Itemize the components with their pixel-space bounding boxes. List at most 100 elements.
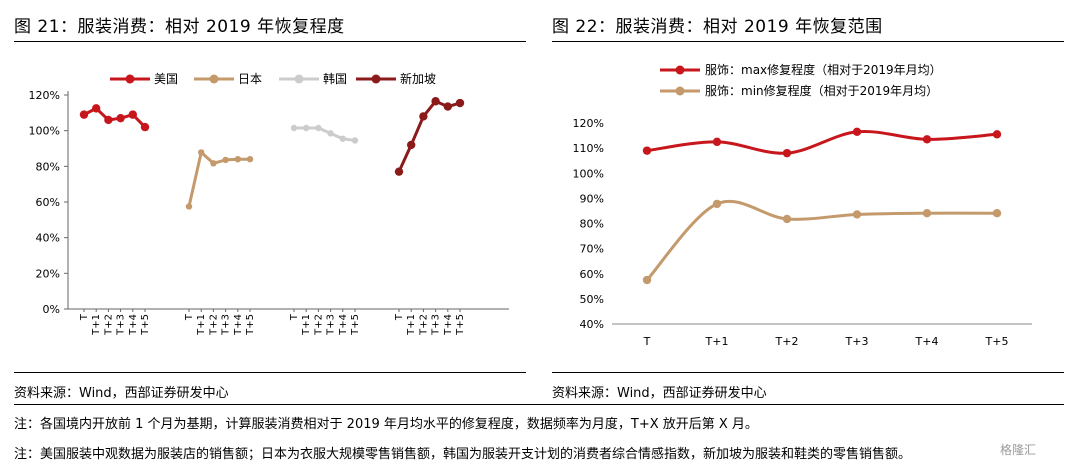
x-tick-label: T (643, 335, 651, 348)
x-tick-label: T+4 (915, 335, 939, 348)
y-tick-label: 40% (580, 318, 604, 331)
left-chart: 0%20%40%60%80%100%120%T T+1 T+2 T+3 T+4 T+5 T T… (29, 71, 509, 336)
x-tick-label: T+5 (985, 335, 1009, 348)
x-tick-label: T+1 (196, 314, 207, 336)
data-point (642, 146, 652, 155)
y-tick-label: 80% (580, 218, 604, 231)
data-point (315, 124, 322, 132)
y-tick-label: 80% (36, 160, 60, 173)
data-point (246, 156, 254, 163)
legend-marker (675, 86, 685, 96)
notes-rule (14, 404, 1064, 405)
legend-marker (675, 65, 685, 75)
legend-marker (294, 74, 304, 84)
data-point (455, 98, 465, 108)
legend-label: 新加坡 (400, 71, 436, 86)
right-figure-title: 图 22：服装消费：相对 2019 年恢复范围 (552, 17, 883, 37)
data-point (92, 104, 101, 113)
x-tick-label: T+1 (301, 314, 312, 336)
x-tick-label: T+4 (233, 314, 244, 336)
data-point (712, 137, 722, 147)
x-tick-label: T+2 (418, 314, 429, 336)
data-point (431, 97, 440, 106)
y-tick-label: 90% (580, 192, 604, 205)
data-point (852, 127, 862, 136)
data-point (116, 113, 125, 123)
y-tick-label: 100% (29, 125, 60, 138)
data-point (407, 140, 416, 150)
x-tick-label: T+2 (775, 335, 799, 348)
data-point (852, 210, 862, 219)
x-tick-label: T+3 (221, 314, 232, 336)
x-tick-label: T+1 (406, 314, 417, 336)
watermark: 格隆汇 (1000, 443, 1037, 457)
data-point (922, 135, 932, 144)
y-tick-label: 120% (29, 89, 60, 102)
data-point (128, 110, 137, 119)
right-title-rule (552, 41, 1064, 42)
data-point (185, 203, 193, 210)
x-tick-label: T+5 (455, 314, 466, 336)
x-tick-label: T+5 (350, 314, 361, 336)
x-tick-label: T+3 (326, 314, 337, 336)
x-tick-label: T+5 (140, 314, 151, 336)
data-point (351, 137, 359, 144)
data-point (290, 124, 298, 132)
left-source-rule (14, 372, 526, 373)
data-point (222, 156, 229, 164)
data-point (303, 124, 310, 132)
x-tick-label: T+4 (443, 314, 454, 336)
x-tick-label: T+2 (103, 314, 114, 336)
x-tick-label: T+3 (116, 314, 127, 336)
y-tick-label: 20% (36, 267, 60, 280)
note-1: 注：各国境内开放前 1 个月为基期，计算服装消费相对于 2019 年月均水平的修… (14, 417, 758, 432)
y-tick-label: 100% (573, 167, 604, 180)
data-point (443, 102, 452, 111)
x-tick-label: T+4 (338, 314, 349, 336)
data-point (992, 130, 1002, 139)
x-tick-label: T (394, 313, 405, 321)
y-tick-label: 50% (580, 293, 604, 306)
series-line (397, 99, 461, 173)
y-tick-label: 120% (573, 117, 604, 130)
x-tick-label: T+2 (313, 314, 324, 336)
data-point (394, 167, 404, 176)
series-line (187, 150, 250, 207)
legend-label: 服饰：max修复程度（相对于2019年月均） (705, 62, 942, 77)
x-tick-label: T+4 (128, 314, 139, 336)
note-2: 注：美国服装中观数据为服装店的销售额；日本为衣服大规模零售销售额，韩国为服装开支… (14, 447, 912, 462)
y-tick-label: 60% (36, 196, 60, 209)
data-point (79, 110, 89, 119)
data-point (210, 160, 217, 167)
data-point (419, 112, 428, 121)
data-point (922, 208, 932, 218)
x-tick-label: T+1 (91, 314, 102, 336)
data-point (234, 156, 241, 163)
legend-marker (371, 74, 381, 84)
data-point (782, 214, 792, 224)
data-point (104, 115, 113, 125)
x-tick-label: T+2 (208, 314, 219, 336)
y-tick-label: 40% (36, 232, 60, 245)
data-point (140, 122, 150, 132)
data-point (992, 208, 1002, 218)
left-figure-title: 图 21：服装消费：相对 2019 年恢复程度 (14, 17, 345, 37)
series-line (645, 199, 998, 282)
x-tick-label: T (289, 313, 300, 321)
legend-marker (209, 74, 219, 84)
left-title-rule (14, 41, 526, 42)
x-tick-label: T (184, 313, 195, 321)
x-tick-label: T (79, 313, 90, 321)
y-tick-label: 0% (43, 303, 60, 316)
data-point (712, 199, 722, 209)
legend-label: 韩国 (323, 71, 347, 86)
data-point (642, 275, 652, 285)
x-tick-label: T+5 (245, 314, 256, 336)
legend-label: 服饰：min修复程度（相对于2019年月均） (705, 83, 938, 98)
x-tick-label: T+3 (431, 314, 442, 336)
left-source: 资料来源：Wind，西部证券研发中心 (14, 386, 229, 401)
right-source: 资料来源：Wind，西部证券研发中心 (552, 386, 767, 401)
legend-label: 美国 (154, 72, 178, 86)
data-point (782, 148, 792, 158)
data-point (198, 149, 205, 156)
